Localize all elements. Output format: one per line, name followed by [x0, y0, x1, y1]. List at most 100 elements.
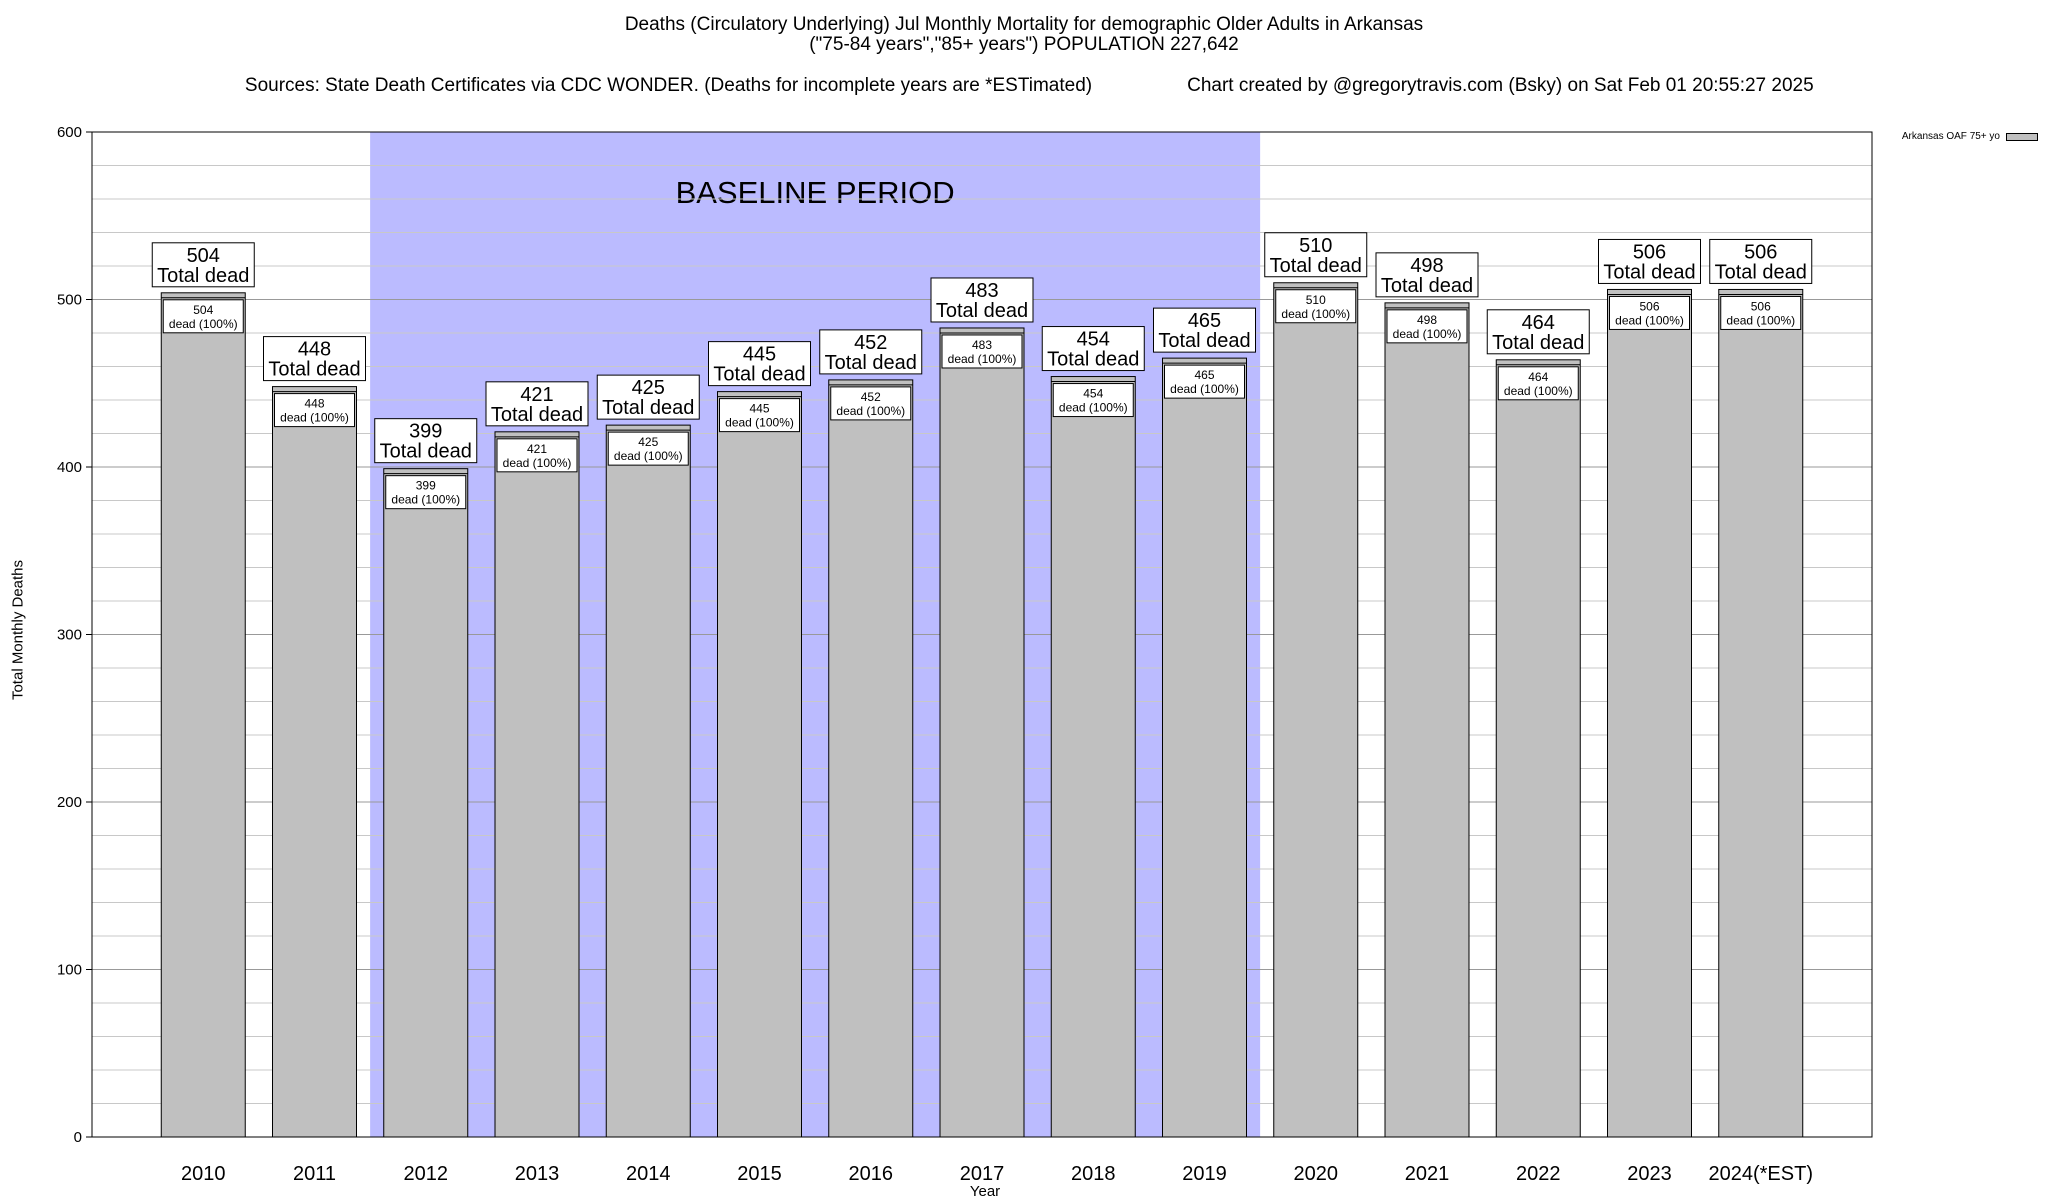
inner-label-box: [607, 431, 689, 466]
inner-label-value: 504: [193, 303, 213, 317]
inner-label-box: [941, 334, 1023, 369]
total-label-value: 498: [1410, 255, 1443, 277]
bar: [494, 431, 580, 1138]
total-label-value: 483: [965, 280, 998, 302]
bar: [272, 386, 357, 1138]
total-label-value: 452: [854, 332, 887, 354]
inner-label-text: dead (100%): [169, 317, 238, 331]
inner-label-box: [1609, 295, 1690, 330]
total-label-text: Total dead: [1270, 255, 1362, 277]
inner-label-text: dead (100%): [280, 411, 349, 425]
x-tick-label: 2019: [1182, 1163, 1227, 1185]
total-label-box: [151, 242, 255, 288]
x-tick-label: 2014: [626, 1163, 671, 1185]
x-tick-label: 2017: [960, 1163, 1005, 1185]
bar: [383, 468, 469, 1138]
total-label-text: Total dead: [1603, 261, 1695, 283]
total-label-box: [1153, 307, 1256, 353]
total-label-value: 464: [1522, 312, 1555, 334]
x-tick-label: 2013: [515, 1163, 560, 1185]
inner-label-value: 483: [972, 338, 992, 352]
x-tick-label: 2024(*EST): [1709, 1163, 1814, 1185]
inner-label-value: 506: [1751, 299, 1771, 313]
total-label-box: [1709, 238, 1813, 284]
x-tick-label: 2021: [1405, 1163, 1450, 1185]
inner-label-text: dead (100%): [836, 404, 905, 418]
total-label-text: Total dead: [1047, 349, 1139, 371]
inner-label-value: 498: [1417, 313, 1437, 327]
total-label-value: 454: [1077, 329, 1110, 351]
y-tick-label: 400: [57, 459, 82, 476]
total-label-box: [1375, 252, 1479, 298]
total-label-value: 425: [632, 377, 665, 399]
total-label-box: [1598, 238, 1701, 284]
inner-label-box: [274, 393, 355, 428]
bar: [1050, 376, 1136, 1138]
total-label-box: [263, 336, 366, 382]
total-label-value: 399: [409, 421, 442, 443]
total-label-text: Total dead: [936, 300, 1028, 322]
bar: [1162, 357, 1247, 1138]
inner-label-value: 454: [1083, 387, 1103, 401]
total-label-value: 445: [743, 344, 776, 366]
bar: [1607, 288, 1692, 1138]
x-tick-label: 2010: [181, 1163, 226, 1185]
inner-label-box: [1720, 295, 1802, 330]
bar: [828, 379, 914, 1138]
total-label-box: [1041, 326, 1145, 372]
bar: [605, 424, 691, 1138]
bar: [1718, 288, 1804, 1138]
y-tick-label: 300: [57, 627, 82, 644]
total-label-value: 465: [1188, 310, 1221, 332]
x-tick-label: 2011: [293, 1163, 336, 1185]
total-label-value: 448: [298, 339, 331, 361]
inner-label-box: [1164, 364, 1245, 399]
inner-label-text: dead (100%): [1504, 384, 1573, 398]
inner-label-box: [385, 475, 467, 510]
total-label-text: Total dead: [1381, 275, 1473, 297]
inner-label-text: dead (100%): [1615, 313, 1684, 327]
bar: [717, 391, 802, 1138]
total-label-text: Total dead: [491, 404, 583, 426]
x-tick-label: 2015: [737, 1163, 782, 1185]
bar: [1495, 359, 1581, 1138]
inner-label-box: [830, 386, 912, 421]
chart-source-line: Sources: State Death Certificates via CD…: [0, 53, 2048, 97]
chart-title-line-2: ("75-84 years","85+ years") POPULATION 2…: [809, 34, 1239, 55]
baseline-period-label: BASELINE PERIOD: [676, 175, 955, 210]
total-label-value: 510: [1299, 235, 1332, 257]
bar: [1273, 282, 1359, 1138]
bar: [939, 327, 1025, 1138]
total-label-box: [1486, 309, 1590, 355]
total-label-box: [819, 329, 923, 375]
total-label-text: Total dead: [713, 364, 805, 386]
inner-label-value: 506: [1639, 299, 1659, 313]
total-label-value: 504: [187, 245, 220, 267]
sources-text: Sources: State Death Certificates via CD…: [244, 75, 1093, 96]
inner-label-value: 452: [861, 390, 881, 404]
inner-label-box: [1052, 383, 1134, 418]
inner-label-value: 421: [527, 442, 547, 456]
x-tick-label: 2012: [404, 1163, 449, 1185]
total-label-box: [485, 381, 589, 427]
inner-label-text: dead (100%): [1393, 327, 1462, 341]
inner-label-value: 425: [638, 435, 658, 449]
inner-label-text: dead (100%): [1059, 401, 1128, 415]
x-axis-label: Year: [969, 1183, 1001, 1200]
inner-label-value: 510: [1306, 293, 1326, 307]
chart-title-line-1: Deaths (Circulatory Underlying) Jul Mont…: [624, 14, 1424, 35]
legend-swatch: [2006, 132, 2038, 141]
y-tick-label: 600: [57, 124, 82, 141]
inner-label-value: 399: [416, 479, 436, 493]
total-label-text: Total dead: [380, 441, 472, 463]
legend: Arkansas OAF 75+ yo: [1902, 131, 2038, 142]
inner-label-value: 464: [1528, 370, 1548, 384]
inner-label-box: [496, 438, 578, 473]
legend-label: Arkansas OAF 75+ yo: [1901, 131, 2000, 142]
inner-label-text: dead (100%): [1726, 313, 1795, 327]
x-tick-label: 2016: [849, 1163, 894, 1185]
y-tick-label: 100: [57, 962, 82, 979]
y-tick-label: 500: [57, 292, 82, 309]
y-tick-label: 200: [57, 794, 82, 811]
inner-label-text: dead (100%): [948, 352, 1017, 366]
